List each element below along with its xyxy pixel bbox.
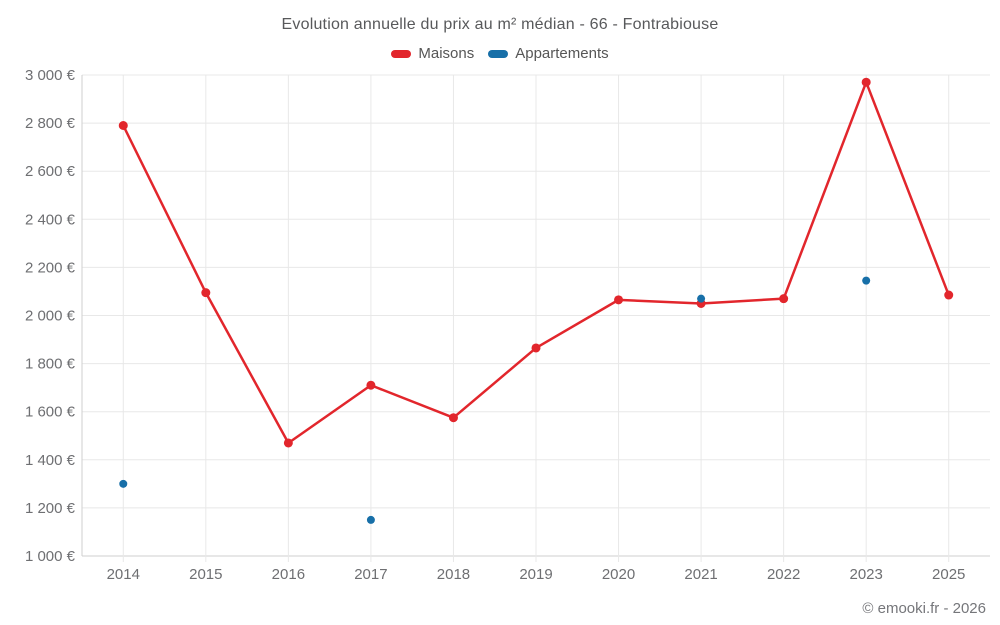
y-axis-tick-label: 2 400 € xyxy=(25,211,76,228)
y-axis-tick-label: 1 200 € xyxy=(25,500,76,517)
x-axis-tick-label: 2016 xyxy=(272,566,305,583)
chart-title: Evolution annuelle du prix au m² médian … xyxy=(281,16,719,33)
x-axis-tick-label: 2022 xyxy=(767,566,800,583)
series-line-maisons xyxy=(699,297,785,305)
data-point-maisons-2020[interactable] xyxy=(614,295,624,305)
series-line-maisons xyxy=(864,80,950,297)
legend-label: Maisons xyxy=(418,45,475,62)
y-axis-tick-label: 1 600 € xyxy=(25,404,76,421)
data-point-maisons-2019[interactable] xyxy=(531,343,541,353)
legend-item-appartements[interactable]: Appartements xyxy=(488,45,609,62)
y-axis-tick-label: 2 600 € xyxy=(25,163,76,180)
y-axis-tick-label: 2 800 € xyxy=(25,115,76,132)
series-line-maisons xyxy=(287,383,373,445)
data-point-maisons-2018[interactable] xyxy=(448,413,458,423)
series-line-maisons xyxy=(534,298,620,350)
y-axis-tick-label: 2 200 € xyxy=(25,259,76,276)
y-axis-tick-label: 2 000 € xyxy=(25,308,76,325)
data-point-maisons-2025[interactable] xyxy=(944,290,954,300)
data-point-maisons-2022[interactable] xyxy=(779,294,789,304)
legend-swatch-maisons xyxy=(391,49,412,58)
x-axis-tick-label: 2014 xyxy=(107,566,140,583)
copyright-credit: © emooki.fr - 2026 xyxy=(862,600,986,617)
x-axis-tick-label: 2021 xyxy=(684,566,717,583)
series-line-maisons xyxy=(617,298,703,305)
x-axis-tick-label: 2017 xyxy=(354,566,387,583)
chart-legend: Maisons Appartements xyxy=(0,45,1000,62)
y-axis-tick-label: 1 000 € xyxy=(25,548,76,565)
legend-label: Appartements xyxy=(515,45,609,62)
y-axis-tick-label: 3 000 € xyxy=(25,67,76,84)
data-point-maisons-2017[interactable] xyxy=(366,380,376,390)
legend-swatch-appartements xyxy=(488,49,509,58)
data-point-maisons-2016[interactable] xyxy=(283,438,293,448)
series-line-maisons xyxy=(122,124,208,294)
x-axis-tick-label: 2023 xyxy=(849,566,882,583)
x-axis-tick-label: 2015 xyxy=(189,566,222,583)
x-axis-tick-label: 2025 xyxy=(932,566,965,583)
y-axis-tick-label: 1 400 € xyxy=(25,452,76,469)
y-axis-tick-label: 1 800 € xyxy=(25,356,76,373)
data-point-maisons-2014[interactable] xyxy=(118,121,128,131)
series-line-maisons xyxy=(369,383,455,419)
x-axis-tick-label: 2020 xyxy=(602,566,635,583)
data-point-appartements-2023[interactable] xyxy=(862,276,871,285)
series-line-maisons xyxy=(782,80,868,300)
series-line-maisons xyxy=(204,291,290,445)
data-point-maisons-2023[interactable] xyxy=(861,77,871,87)
series-line-maisons xyxy=(452,346,538,419)
data-point-appartements-2014[interactable] xyxy=(119,479,128,488)
x-axis-tick-label: 2018 xyxy=(437,566,470,583)
x-axis-tick-label: 2019 xyxy=(519,566,552,583)
data-point-appartements-2021[interactable] xyxy=(697,294,706,303)
data-point-maisons-2015[interactable] xyxy=(201,288,211,298)
data-point-appartements-2017[interactable] xyxy=(366,515,375,524)
legend-item-maisons[interactable]: Maisons xyxy=(391,45,474,62)
